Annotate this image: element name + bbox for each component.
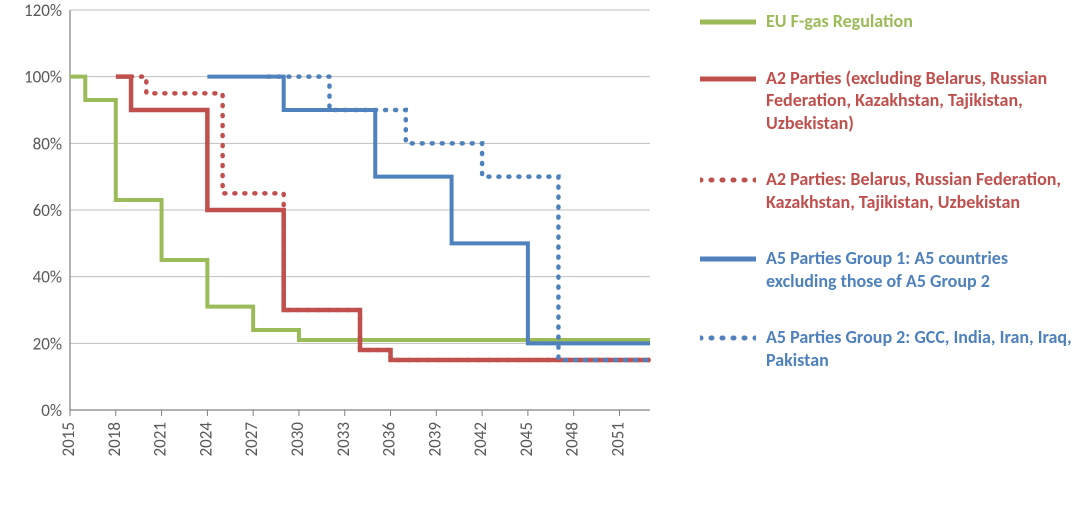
y-tick-label: 0% — [41, 400, 62, 421]
legend-label: EU F-gas Regulation — [766, 10, 913, 33]
legend-label: A2 Parties (excluding Belarus, Russian F… — [766, 67, 1080, 135]
y-tick-label: 40% — [33, 267, 62, 288]
legend-item-a2_bel_rus: A2 Parties: Belarus, Russian Federation,… — [700, 168, 1080, 213]
legend: EU F-gas Regulation A2 Parties (excluding… — [700, 10, 1080, 405]
x-tick-label-group: 2024 — [195, 422, 216, 457]
legend-label: A2 Parties: Belarus, Russian Federation,… — [766, 168, 1080, 213]
x-tick-label: 2024 — [195, 422, 216, 457]
x-tick-label-group: 2048 — [562, 422, 583, 456]
x-tick-label-group: 2042 — [470, 422, 491, 456]
x-tick-label: 2051 — [608, 422, 629, 456]
x-tick-label: 2036 — [379, 422, 400, 457]
x-tick-label: 2018 — [104, 422, 125, 456]
legend-label: A5 Parties Group 1: A5 countries excludi… — [766, 247, 1080, 292]
y-tick-label: 120% — [24, 0, 62, 21]
y-tick-label: 60% — [33, 200, 62, 221]
y-tick-label: 80% — [33, 133, 62, 154]
x-tick-label: 2033 — [333, 422, 354, 456]
x-tick-label: 2039 — [424, 422, 445, 457]
x-tick-label: 2042 — [470, 422, 491, 456]
x-tick-label: 2015 — [58, 422, 79, 456]
legend-item-a5_g2: A5 Parties Group 2: GCC, India, Iran, Ir… — [700, 326, 1080, 371]
legend-item-a2_main: A2 Parties (excluding Belarus, Russian F… — [700, 67, 1080, 135]
legend-swatch — [700, 333, 756, 343]
x-tick-label-group: 2021 — [150, 422, 171, 456]
y-tick-label: 20% — [33, 333, 62, 354]
x-tick-label-group: 2027 — [241, 422, 262, 457]
y-tick-label: 100% — [24, 67, 62, 88]
x-tick-label-group: 2030 — [287, 422, 308, 457]
x-tick-label-group: 2051 — [608, 422, 629, 456]
x-tick-label-group: 2039 — [424, 422, 445, 457]
legend-item-eu_fgas: EU F-gas Regulation — [700, 10, 1080, 33]
phase-down-chart: 0% 20% 40% 60% 80% 100% 120% 2015 2018 2021 2024 20… — [0, 0, 700, 505]
legend-swatch — [700, 17, 756, 27]
chart-container: 0% 20% 40% 60% 80% 100% 120% 2015 2018 2021 2024 20… — [0, 0, 1090, 505]
x-tick-label: 2045 — [516, 422, 537, 456]
legend-label: A5 Parties Group 2: GCC, India, Iran, Ir… — [766, 326, 1080, 371]
legend-item-a5_g1: A5 Parties Group 1: A5 countries excludi… — [700, 247, 1080, 292]
x-tick-label: 2030 — [287, 422, 308, 457]
x-tick-label-group: 2045 — [516, 422, 537, 456]
x-tick-label-group: 2033 — [333, 422, 354, 456]
x-tick-label-group: 2036 — [379, 422, 400, 457]
legend-swatch — [700, 74, 756, 84]
x-tick-label: 2048 — [562, 422, 583, 456]
legend-swatch — [700, 175, 756, 185]
legend-swatch — [700, 254, 756, 264]
x-tick-label: 2021 — [150, 422, 171, 456]
x-tick-label: 2027 — [241, 422, 262, 457]
x-tick-label-group: 2015 — [58, 422, 79, 456]
x-tick-label-group: 2018 — [104, 422, 125, 456]
